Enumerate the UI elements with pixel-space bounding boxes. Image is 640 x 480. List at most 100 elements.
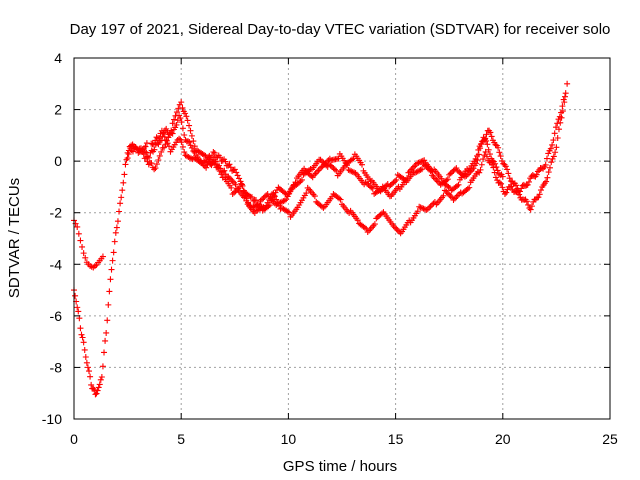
data-point (108, 266, 115, 273)
data-point (318, 164, 325, 171)
data-point (415, 159, 422, 166)
y-tick-label: 2 (54, 102, 62, 118)
data-point (266, 202, 273, 209)
data-point (477, 141, 484, 148)
data-point (449, 169, 456, 176)
data-point (484, 141, 491, 148)
data-point (550, 137, 557, 144)
data-point (495, 170, 502, 177)
x-tick-label: 20 (495, 431, 511, 447)
data-point (502, 163, 509, 170)
data-point (547, 145, 554, 152)
data-point (320, 204, 327, 211)
data-point (75, 230, 82, 237)
x-tick-label: 10 (281, 431, 297, 447)
data-point (315, 167, 322, 174)
data-point (451, 166, 458, 173)
data-point (182, 110, 189, 117)
data-point (427, 203, 434, 210)
data-point (513, 188, 520, 195)
data-point (80, 250, 87, 257)
data-point (492, 174, 499, 181)
data-point (112, 229, 119, 236)
data-point (419, 166, 426, 173)
data-point (219, 157, 226, 164)
data-point (518, 185, 525, 192)
data-point (560, 96, 567, 103)
data-point (84, 364, 91, 371)
data-point (483, 131, 490, 138)
data-point (527, 206, 534, 213)
data-point (528, 203, 535, 210)
data-point (443, 188, 450, 195)
data-point (202, 159, 209, 166)
data-point (365, 181, 372, 188)
data-point (156, 152, 163, 159)
data-point (155, 156, 162, 163)
data-point (523, 182, 530, 189)
data-point (98, 374, 105, 381)
data-point (178, 139, 185, 146)
data-point (354, 217, 361, 224)
data-point (273, 196, 280, 203)
data-point (144, 158, 151, 165)
data-point (554, 134, 561, 141)
data-point (499, 173, 506, 180)
data-point (552, 124, 559, 131)
plot-frame (73, 57, 611, 420)
data-point (83, 359, 90, 366)
data-point (97, 376, 104, 383)
data-point (446, 171, 453, 178)
data-point (272, 189, 279, 196)
data-point (441, 187, 448, 194)
data-point (390, 179, 397, 186)
data-point (110, 249, 117, 256)
data-point (183, 113, 190, 120)
data-point (119, 187, 126, 194)
data-point (148, 160, 155, 167)
data-point (555, 126, 562, 133)
data-point (443, 177, 450, 184)
data-point (74, 223, 81, 230)
data-point (181, 149, 188, 156)
data-point (103, 329, 110, 336)
data-point (311, 193, 318, 200)
data-point (544, 174, 551, 181)
data-point (525, 178, 532, 185)
data-point (118, 194, 125, 201)
data-point (176, 101, 183, 108)
data-point (564, 80, 571, 87)
data-point (238, 181, 245, 188)
data-point (143, 154, 150, 161)
data-point (116, 208, 123, 215)
data-point (81, 346, 88, 353)
data-point (263, 192, 270, 199)
data-point (163, 125, 170, 132)
data-point (337, 196, 344, 203)
data-point (333, 167, 340, 174)
data-point (411, 163, 418, 170)
x-tick-label: 25 (602, 431, 618, 447)
data-point (533, 171, 540, 178)
data-point (508, 183, 515, 190)
data-point (453, 193, 460, 200)
data-point (231, 189, 238, 196)
data-point (256, 203, 263, 210)
data-point (99, 253, 106, 260)
data-point (166, 143, 173, 150)
data-point (438, 175, 445, 182)
data-point (316, 165, 323, 172)
data-point (158, 148, 165, 155)
data-point (361, 224, 368, 231)
data-point (393, 225, 400, 232)
data-point (161, 144, 168, 151)
data-point (252, 197, 259, 204)
data-point (336, 195, 343, 202)
data-point (524, 181, 531, 188)
data-point (121, 171, 128, 178)
axis-ticks: 0 5 10 15 20 25 -10 -8 -6 -4 -2 0 2 4 (42, 50, 618, 447)
series-main-b (141, 80, 571, 237)
data-point (114, 218, 121, 225)
data-point (543, 178, 550, 185)
data-point (226, 175, 233, 182)
